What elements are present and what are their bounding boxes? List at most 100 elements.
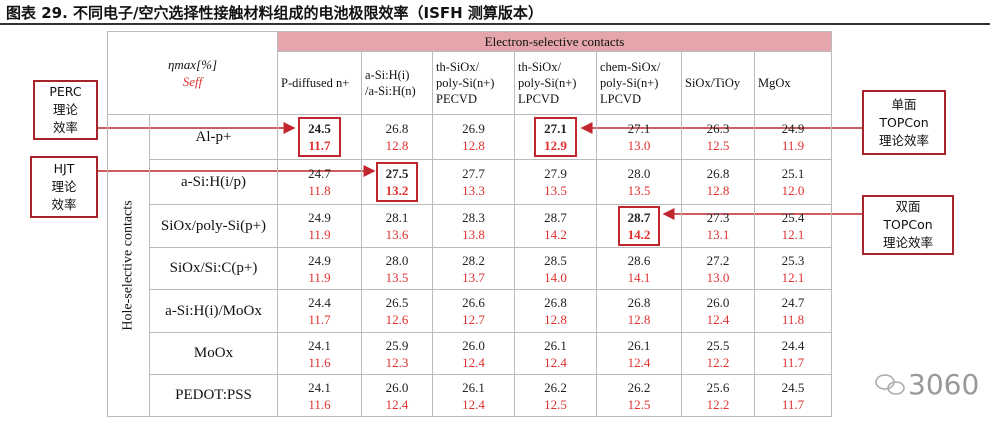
efficiency-value: 26.0 bbox=[706, 295, 730, 310]
data-cell: 26.0 12.4 bbox=[433, 333, 515, 375]
seff-value: 11.9 bbox=[308, 269, 331, 285]
efficiency-value: 28.3 bbox=[462, 210, 485, 225]
callout-line: 理论 bbox=[51, 179, 77, 194]
efficiency-value: 26.8 bbox=[385, 121, 409, 136]
data-cell: 25.1 12.0 bbox=[755, 160, 832, 205]
seff-value: 12.2 bbox=[706, 354, 730, 370]
header-line: P-diffused n+ bbox=[281, 76, 350, 90]
seff-value: 11.6 bbox=[308, 354, 331, 370]
efficiency-value: 24.9 bbox=[308, 252, 331, 268]
data-cell: 26.0 12.4 bbox=[682, 290, 755, 333]
seff-value: 11.9 bbox=[781, 138, 805, 153]
callout-line: 单面 bbox=[891, 96, 917, 112]
seff-value: 13.5 bbox=[544, 183, 567, 198]
seff-value: 12.9 bbox=[544, 138, 567, 153]
data-cell: 26.2 12.5 bbox=[515, 375, 597, 417]
data-cell: 26.8 12.8 bbox=[515, 290, 597, 333]
seff-value: 12.8 bbox=[462, 138, 485, 153]
seff-value: 13.8 bbox=[462, 227, 485, 242]
column-header: a-Si:H(i) /a-Si:H(n) bbox=[362, 52, 433, 115]
efficiency-value: 27.5 bbox=[385, 166, 409, 181]
efficiency-value: 26.8 bbox=[627, 295, 651, 310]
seff-value: 12.0 bbox=[781, 183, 805, 198]
wechat-icon bbox=[875, 374, 905, 395]
seff-value: 11.7 bbox=[781, 354, 805, 370]
efficiency-value: 26.1 bbox=[544, 337, 567, 353]
efficiency-value: 28.2 bbox=[462, 252, 485, 268]
seff-value: 13.1 bbox=[706, 227, 730, 242]
data-cell: 28.7 14.2 bbox=[515, 205, 597, 248]
efficiency-value: 26.5 bbox=[385, 295, 409, 310]
seff-value: 11.8 bbox=[781, 312, 805, 327]
seff-value: 11.6 bbox=[308, 396, 331, 412]
efficiency-value: 27.9 bbox=[544, 166, 567, 181]
seff-value: 12.5 bbox=[544, 396, 567, 412]
efficiency-value: 28.6 bbox=[627, 252, 651, 268]
callout-box: 双面 TOPCon 理论效率 bbox=[862, 195, 954, 255]
data-cell: 26.1 12.4 bbox=[515, 333, 597, 375]
efficiency-value: 25.6 bbox=[706, 379, 730, 395]
seff-value: 12.5 bbox=[627, 396, 651, 412]
efficiency-value: 27.3 bbox=[706, 210, 730, 225]
seff-value: 11.7 bbox=[308, 138, 331, 153]
header-line: LPCVD bbox=[600, 92, 641, 106]
seff-value: 14.2 bbox=[544, 227, 567, 242]
eta-label: ηmax[%] bbox=[167, 57, 218, 72]
row-label: PEDOT:PSS bbox=[150, 375, 278, 417]
data-cell: 24.7 11.8 bbox=[278, 160, 362, 205]
data-cell: 25.6 12.2 bbox=[682, 375, 755, 417]
seff-value: 13.2 bbox=[385, 183, 409, 198]
seff-value: 12.8 bbox=[706, 183, 730, 198]
highlight-box: 24.5 11.7 bbox=[298, 117, 341, 157]
efficiency-value: 24.1 bbox=[308, 379, 331, 395]
highlight-box: 28.7 14.2 bbox=[617, 206, 661, 246]
seff-value: 11.8 bbox=[308, 183, 331, 198]
seff-value: 14.1 bbox=[627, 269, 651, 285]
data-cell: 28.3 13.8 bbox=[433, 205, 515, 248]
data-cell: 26.0 12.4 bbox=[362, 375, 433, 417]
header-line: th-SiOx/ bbox=[436, 60, 480, 74]
callout-line: TOPCon bbox=[879, 114, 929, 130]
data-cell: 24.5 11.7 bbox=[278, 115, 362, 160]
data-cell: 25.3 12.1 bbox=[755, 248, 832, 290]
data-cell: 25.5 12.2 bbox=[682, 333, 755, 375]
header-line: SiOx/TiOy bbox=[685, 76, 741, 90]
row-group-cell: Hole-selective contacts bbox=[108, 115, 150, 417]
data-cell: 27.2 13.0 bbox=[682, 248, 755, 290]
row-label: SiOx/Si:C(p+) bbox=[150, 248, 278, 290]
column-header: th-SiOx/poly-Si(n+) PECVD bbox=[433, 52, 515, 115]
column-header: MgOx bbox=[755, 52, 832, 115]
column-header: th-SiOx/poly-Si(n+) LPCVD bbox=[515, 52, 597, 115]
seff-value: 12.8 bbox=[627, 312, 651, 327]
seff-value: 14.0 bbox=[544, 269, 567, 285]
efficiency-value: 26.3 bbox=[706, 121, 730, 136]
seff-value: 12.4 bbox=[544, 354, 567, 370]
data-cell: 24.1 11.6 bbox=[278, 333, 362, 375]
seff-value: 12.4 bbox=[385, 396, 409, 412]
efficiency-value: 26.1 bbox=[462, 379, 485, 395]
highlight-box: 27.5 13.2 bbox=[375, 162, 419, 202]
seff-value: 12.4 bbox=[706, 312, 730, 327]
data-cell: 24.7 11.8 bbox=[755, 290, 832, 333]
efficiency-value: 25.1 bbox=[781, 166, 805, 181]
efficiency-value: 24.1 bbox=[308, 337, 331, 353]
seff-value: 12.4 bbox=[462, 354, 485, 370]
efficiency-value: 26.9 bbox=[462, 121, 485, 136]
data-cell: 24.5 11.7 bbox=[755, 375, 832, 417]
efficiency-value: 26.8 bbox=[544, 295, 567, 310]
data-cell: 27.1 12.9 bbox=[515, 115, 597, 160]
column-header: chem-SiOx/poly-Si(n+) LPCVD bbox=[597, 52, 682, 115]
seff-value: 12.4 bbox=[627, 354, 651, 370]
data-cell: 24.9 11.9 bbox=[278, 205, 362, 248]
data-cell: 26.1 12.4 bbox=[597, 333, 682, 375]
callout-line: 理论效率 bbox=[882, 235, 933, 250]
efficiency-value: 25.4 bbox=[781, 210, 805, 225]
data-cell: 27.1 13.0 bbox=[597, 115, 682, 160]
data-cell: 25.9 12.3 bbox=[362, 333, 433, 375]
seff-value: 12.7 bbox=[462, 312, 485, 327]
data-cell: 24.1 11.6 bbox=[278, 375, 362, 417]
row-group-label: Hole-selective contacts bbox=[121, 200, 136, 331]
data-cell: 27.5 13.2 bbox=[362, 160, 433, 205]
callout-line: HJT bbox=[53, 161, 75, 176]
seff-value: 12.1 bbox=[781, 269, 805, 285]
